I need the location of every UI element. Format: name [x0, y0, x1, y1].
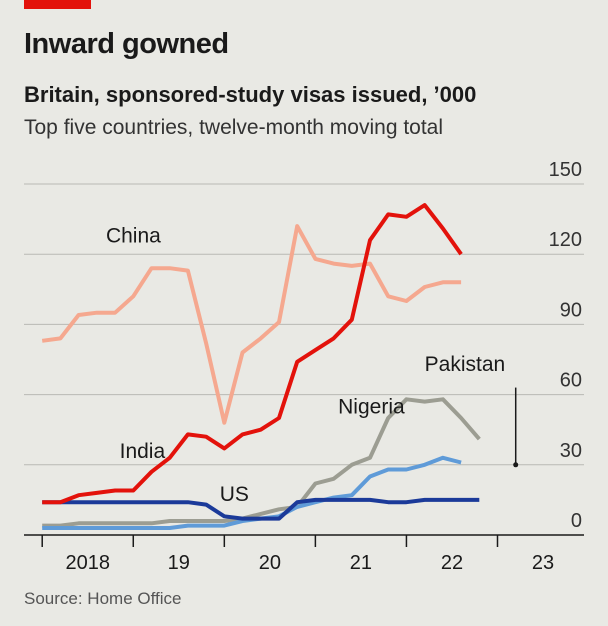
brand-tag-bar — [24, 0, 91, 9]
y-tick-label: 60 — [560, 370, 582, 392]
series-label-nigeria: Nigeria — [338, 395, 405, 418]
series-line-india — [42, 203, 463, 505]
series-layer — [41, 203, 481, 530]
series-label-india: India — [120, 440, 166, 463]
label-layer: China India Nigeria Pakistan US — [106, 225, 519, 506]
chart-title: Inward gowned — [24, 28, 229, 60]
y-tick-label: 120 — [549, 229, 582, 251]
series-label-china: China — [106, 225, 161, 248]
x-tick-label: 19 — [168, 552, 190, 574]
y-tick-label: 0 — [571, 510, 582, 532]
y-tick-label: 30 — [560, 440, 582, 462]
source-note: Source: Home Office — [24, 589, 182, 608]
x-tick-label: 2018 — [65, 552, 110, 574]
grid-layer — [24, 183, 584, 466]
series-line-china — [41, 224, 462, 425]
chart-subtitle: Britain, sponsored-study visas issued, ’… — [24, 82, 477, 107]
pakistan-leader-dot — [513, 462, 519, 468]
x-tick-label: 22 — [441, 552, 463, 574]
x-tick-label: 21 — [350, 552, 372, 574]
axis-layer: 0 30 60 90 120 150 2018 19 20 21 22 23 — [24, 159, 584, 574]
series-label-pakistan: Pakistan — [425, 353, 506, 376]
y-tick-label: 150 — [549, 159, 582, 181]
series-line-nigeria — [42, 397, 481, 528]
chart-description: Top five countries, twelve-month moving … — [24, 116, 444, 139]
x-tick-label: 23 — [532, 552, 554, 574]
y-tick-label: 90 — [560, 299, 582, 321]
series-line-us — [42, 497, 480, 521]
series-label-us: US — [220, 483, 249, 506]
line-chart: 0 30 60 90 120 150 2018 19 20 21 22 23 China India Ni… — [24, 159, 584, 574]
x-tick-label: 20 — [259, 552, 281, 574]
